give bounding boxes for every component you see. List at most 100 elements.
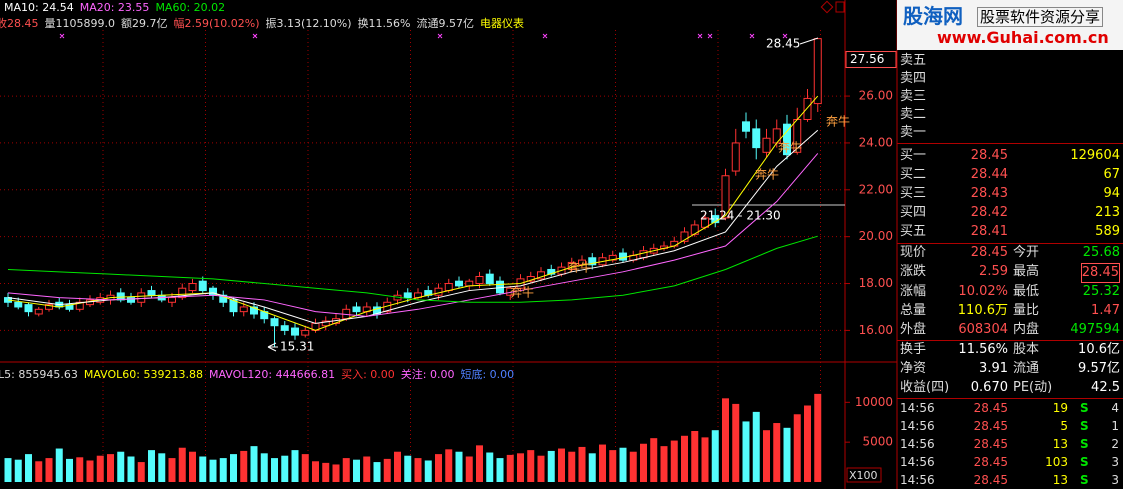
- tick-volume: 13: [1052, 437, 1068, 451]
- legend-item: 电器仪表: [480, 17, 525, 30]
- stat-value: 11.56%: [958, 342, 1008, 357]
- candle-body: [147, 290, 156, 296]
- volume-bar: [783, 427, 791, 482]
- bid-label: 买一: [900, 148, 927, 163]
- tick-volume: 103: [1045, 455, 1068, 469]
- tick-side: S: [1080, 437, 1089, 451]
- volume-bar: [250, 446, 258, 482]
- stat-label: 最高: [1013, 264, 1040, 280]
- volume-bar: [45, 458, 53, 482]
- volume-bar: [404, 455, 412, 482]
- volume-bar: [732, 403, 740, 482]
- signal: 奔牛: [510, 285, 534, 300]
- candle-body: [721, 175, 730, 219]
- volume-bar: [476, 445, 483, 482]
- volume-bar: [681, 435, 688, 482]
- bid-label: 买五: [900, 224, 927, 239]
- volume-bar: [455, 451, 463, 482]
- ask-label: 卖五: [900, 53, 927, 68]
- volume-bar: [578, 446, 586, 482]
- stat-label: PE(动): [1013, 380, 1053, 395]
- volume-bar: [373, 462, 381, 482]
- ma-legend: MA10: 24.54 MA20: 23.55 MA60: 20.02: [4, 1, 231, 14]
- volume-bar: [670, 440, 678, 482]
- candle-body: [239, 306, 248, 313]
- y-tick-label: 20.00: [859, 229, 893, 243]
- candle-body: [14, 301, 23, 308]
- volume-bar: [168, 458, 176, 482]
- legend-item: 买入: 0.00: [341, 368, 395, 381]
- volume-bar: [96, 455, 104, 482]
- volume-bar: [66, 458, 73, 482]
- tick-side: S: [1080, 419, 1089, 433]
- candle-body: [619, 252, 627, 261]
- volume-bar: [558, 448, 565, 482]
- separator: [897, 398, 1123, 399]
- volume-bar: [353, 459, 360, 482]
- stat-label: 量比: [1013, 302, 1040, 318]
- tick-time: 14:56: [900, 401, 935, 415]
- volume-bar: [363, 456, 371, 482]
- candle-body: [198, 280, 207, 292]
- volume-bar: [527, 450, 535, 482]
- volume-bar: [35, 461, 43, 482]
- candle-body: [301, 329, 310, 336]
- volume-bar: [76, 457, 84, 482]
- tick-volume: 19: [1052, 401, 1068, 415]
- volume-bar: [660, 446, 668, 482]
- ask-label: 卖二: [900, 107, 927, 122]
- y-tick-label: 10000: [855, 395, 893, 409]
- volume-bar: [312, 461, 319, 482]
- separator: [897, 340, 1123, 341]
- legend-item: 振3.13(12.10%): [265, 17, 352, 30]
- annotation: 21.24 - 21.30: [700, 209, 781, 223]
- tick-price: 28.45: [973, 401, 1008, 415]
- price-marker-label: 27.56: [850, 52, 884, 66]
- stat-label: 总量: [900, 302, 927, 318]
- bid-label: 买二: [900, 167, 927, 182]
- tick-time: 14:56: [900, 455, 935, 469]
- stat-label: 涨幅: [900, 283, 927, 299]
- annotation: 15.31: [280, 340, 314, 354]
- bid-label: 买四: [900, 205, 927, 220]
- unit-box: [846, 467, 882, 483]
- legend-item: MA20: 23.55: [79, 1, 150, 14]
- tick-time: 14:56: [900, 437, 935, 451]
- volume-bar: [650, 438, 658, 482]
- stat-value: 10.02%: [958, 283, 1008, 299]
- candle-body: [352, 306, 361, 313]
- bid-volume: 129604: [1070, 148, 1120, 163]
- volume-bar: [506, 454, 514, 482]
- legend-item: MA60: 20.02: [155, 1, 226, 14]
- separator: [897, 143, 1123, 144]
- volume-bar: [281, 455, 289, 482]
- volume-bar: [742, 421, 750, 482]
- tick-side: S: [1080, 401, 1089, 415]
- bid-price: 28.41: [970, 224, 1008, 239]
- tick-count: 3: [1111, 455, 1119, 469]
- volume-bar: [219, 458, 227, 482]
- stat-value: 42.5: [1091, 380, 1120, 395]
- stat-value: 28.45: [970, 245, 1008, 260]
- candle-body: [670, 240, 679, 247]
- legend-item: 幅2.59(10.02%): [173, 17, 260, 30]
- tick-count: 2: [1111, 437, 1119, 451]
- ma-line: [7, 95, 819, 331]
- stat-value: 608304: [958, 322, 1008, 338]
- volume-bar: [394, 451, 401, 482]
- y-tick-label: 22.00: [859, 182, 893, 196]
- volume-bar: [424, 460, 432, 482]
- ask-label: 卖三: [900, 89, 927, 104]
- volume-bar: [342, 458, 350, 482]
- volume-bar: [701, 437, 709, 482]
- candle-body: [813, 38, 822, 105]
- stat-label: 净资: [900, 361, 927, 376]
- stat-value: 1.47: [1091, 302, 1120, 318]
- candle-body: [24, 304, 33, 313]
- volume-bar: [711, 430, 719, 482]
- volume-bar: [240, 450, 248, 482]
- volume-bar: [599, 444, 606, 482]
- volume-bar: [137, 462, 145, 482]
